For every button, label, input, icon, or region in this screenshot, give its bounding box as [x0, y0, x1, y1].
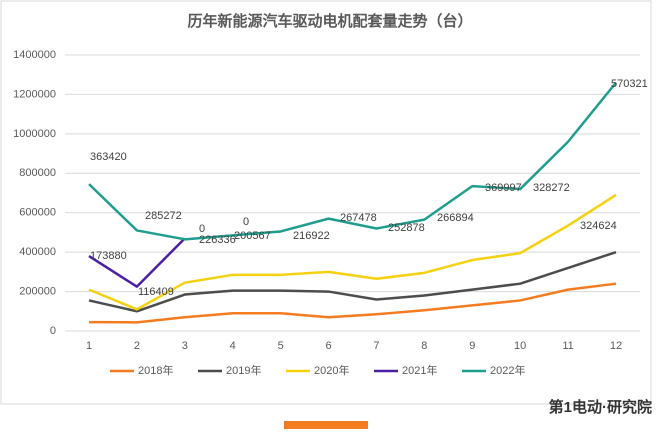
data-label: 252878	[388, 222, 425, 234]
logo: 第1电动·研究院	[549, 398, 652, 416]
data-label: 570321	[611, 78, 648, 90]
data-label: 369997	[485, 182, 522, 194]
series-line	[88, 81, 617, 241]
series-line	[88, 250, 617, 313]
data-label: 226336	[199, 234, 236, 246]
data-label: 266894	[437, 212, 474, 224]
y-tick-label: 800000	[19, 167, 56, 179]
chart-frame	[0, 0, 652, 405]
y-tick-label: 400000	[19, 246, 56, 258]
x-tick-label: 4	[230, 340, 236, 352]
x-tick-label: 7	[373, 340, 379, 352]
legend-label: 2022年	[490, 363, 525, 377]
y-tick-label: 1400000	[13, 49, 56, 61]
x-tick-label: 2	[134, 340, 140, 352]
x-tick-label: 1	[86, 340, 92, 352]
data-label: 324624	[580, 220, 617, 232]
series-line	[88, 193, 617, 311]
x-tick-label: 10	[514, 340, 526, 352]
x-tick-label: 12	[610, 340, 622, 352]
x-tick-label: 8	[421, 340, 427, 352]
data-label: 267478	[340, 212, 377, 224]
x-tick-label: 9	[469, 340, 475, 352]
y-tick-label: 600000	[19, 207, 56, 219]
legend-label: 2019年	[226, 363, 261, 377]
data-label: 216922	[293, 230, 330, 242]
footer-bar	[284, 421, 368, 429]
legend-label: 2021年	[402, 363, 437, 377]
data-label: 173880	[90, 250, 127, 262]
data-label: 363420	[90, 151, 127, 163]
legend-label: 2018年	[138, 363, 173, 377]
y-tick-label: 0	[50, 325, 56, 337]
x-tick-label: 5	[278, 340, 284, 352]
data-label: 116409	[138, 286, 174, 298]
data-label: 200567	[234, 230, 271, 242]
series-line	[88, 282, 617, 324]
x-tick-label: 11	[562, 340, 573, 352]
y-tick-label: 1200000	[13, 88, 56, 100]
legend-label: 2020年	[314, 363, 349, 377]
data-label: 0	[199, 223, 205, 235]
y-tick-label: 1000000	[13, 128, 56, 140]
y-tick-label: 200000	[19, 285, 56, 297]
data-label: 285272	[145, 210, 182, 222]
x-tick-label: 3	[182, 340, 188, 352]
series-line	[88, 237, 186, 288]
x-tick-label: 6	[325, 340, 331, 352]
data-label: 328272	[533, 182, 570, 194]
chart-title: 历年新能源汽车驱动电机配套量走势（台）	[187, 12, 472, 30]
data-label: 0	[243, 216, 249, 228]
